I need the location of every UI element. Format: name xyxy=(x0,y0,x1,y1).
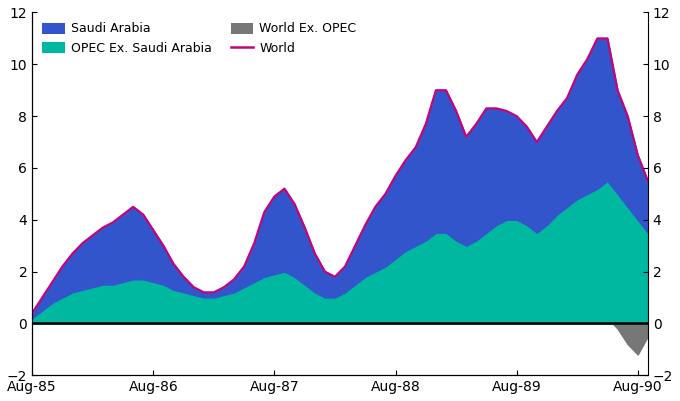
Legend: Saudi Arabia, OPEC Ex. Saudi Arabia, World Ex. OPEC, World: Saudi Arabia, OPEC Ex. Saudi Arabia, Wor… xyxy=(39,19,360,59)
